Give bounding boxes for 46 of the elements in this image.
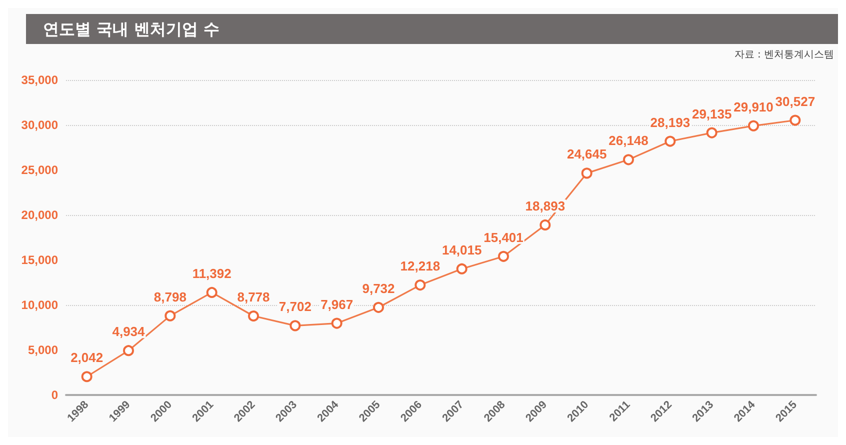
data-label: 29,910 [734, 99, 774, 114]
point [664, 136, 676, 147]
point [164, 310, 176, 322]
y-tick-label: 35,000 [21, 73, 58, 87]
data-label: 7,967 [320, 296, 354, 312]
point [81, 371, 92, 382]
y-tick-label: 5,000 [28, 343, 58, 357]
data-label: 24,645 [566, 146, 607, 162]
y-tick-label: 20,000 [21, 208, 58, 222]
text: 자료 : 벤처통계시스템 [734, 50, 834, 60]
point [123, 345, 134, 356]
data-label: 26,148 [608, 133, 648, 148]
point [498, 250, 509, 262]
chart-title: 연도별 국내 벤처기업 수 [43, 20, 220, 38]
point [706, 127, 718, 138]
data-label: 7,702 [278, 299, 312, 314]
data-label: 14,015 [442, 242, 482, 258]
data-label: 12,218 [400, 258, 440, 274]
point [248, 310, 259, 322]
point [290, 320, 301, 332]
data-label: 8,778 [237, 290, 270, 304]
data-label: 29,135 [692, 106, 732, 122]
data-label: 9,732 [362, 280, 395, 296]
y-tick-label: 0 [51, 388, 58, 402]
point [373, 302, 384, 313]
point [414, 280, 426, 291]
y-tick-label: 15,000 [21, 253, 58, 267]
point [581, 168, 592, 179]
data-label: 30,527 [775, 94, 816, 109]
point [331, 318, 342, 329]
point [623, 154, 634, 166]
data-label: 11,392 [192, 266, 232, 281]
data-label: 18,893 [525, 198, 566, 214]
point [540, 219, 551, 230]
data-label: 28,193 [650, 114, 690, 130]
y-tick-label: 10,000 [21, 298, 58, 312]
point [456, 263, 468, 274]
data-label: 8,798 [154, 289, 186, 304]
data-label: 15,401 [484, 230, 524, 245]
data-label: 2,042 [70, 350, 104, 366]
y-tick-label: 30,000 [21, 118, 58, 132]
y-tick-label: 25,000 [21, 163, 58, 177]
point [206, 286, 218, 298]
point [790, 114, 801, 126]
data-label: 4,934 [112, 324, 146, 340]
point [748, 120, 759, 132]
